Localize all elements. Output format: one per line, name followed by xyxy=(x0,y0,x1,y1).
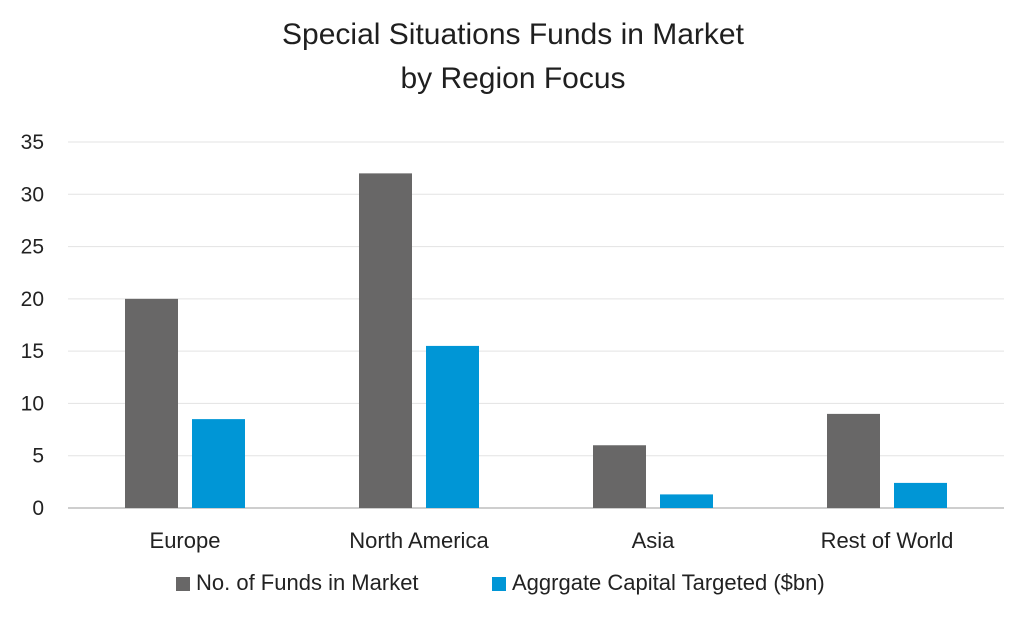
bar-capital-asia xyxy=(660,494,713,508)
chart-title-line-2: by Region Focus xyxy=(400,62,626,95)
bar-capital-rest-of-world xyxy=(894,482,947,508)
y-tick-label: 10 xyxy=(21,392,44,415)
gridlines xyxy=(68,141,1004,457)
bar-funds-asia xyxy=(593,445,646,508)
legend: No. of Funds in Market Aggrgate Capital T… xyxy=(176,570,825,595)
y-tick-label: 20 xyxy=(21,288,44,311)
x-category-label: North America xyxy=(349,528,489,553)
bar-funds-north-america xyxy=(359,173,412,508)
bars xyxy=(125,173,947,508)
y-tick-label: 30 xyxy=(21,183,44,206)
y-tick-label: 0 xyxy=(32,497,44,520)
legend-swatch xyxy=(176,577,190,591)
bar-capital-north-america xyxy=(426,345,479,508)
y-tick-label: 35 xyxy=(21,131,44,154)
y-tick-label: 15 xyxy=(21,340,44,363)
x-category-label: Asia xyxy=(632,528,676,553)
x-category-label: Europe xyxy=(150,528,221,553)
bar-funds-europe xyxy=(125,298,178,508)
y-tick-label: 5 xyxy=(32,445,44,468)
bar-capital-europe xyxy=(192,419,245,508)
legend-swatch xyxy=(492,577,506,591)
y-tick-label: 25 xyxy=(21,236,44,259)
legend-label: Aggrgate Capital Targeted ($bn) xyxy=(512,570,825,595)
axis-labels: 0 5 10 15 20 25 30 35 Europe North America Asia Res… xyxy=(21,131,954,553)
chart-title-line-1: Special Situations Funds in Market xyxy=(282,18,744,51)
bar-funds-rest-of-world xyxy=(827,413,880,508)
x-category-label: Rest of World xyxy=(821,528,954,553)
legend-label: No. of Funds in Market xyxy=(196,570,419,595)
